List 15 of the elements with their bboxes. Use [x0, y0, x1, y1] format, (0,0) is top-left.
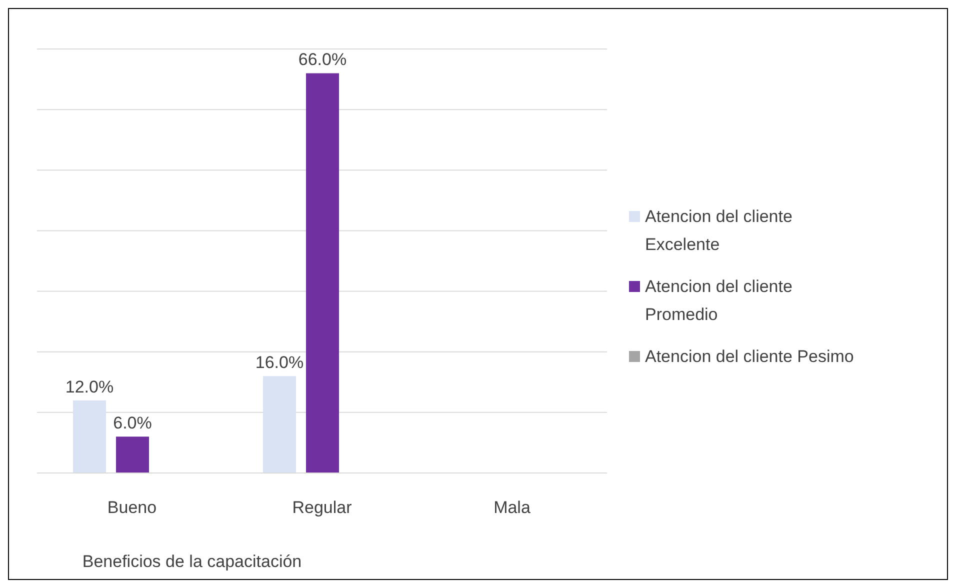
- data-label: 12.0%: [65, 377, 114, 396]
- x-tick-label: Mala: [494, 498, 531, 518]
- legend-label: Atencion del cliente Excelente: [645, 206, 794, 256]
- bar: [263, 376, 296, 473]
- x-tick-label: Bueno: [107, 498, 157, 518]
- data-label: 6.0%: [113, 414, 152, 433]
- bar: [73, 400, 106, 473]
- legend-label: Atencion del cliente Promedio: [645, 276, 794, 326]
- x-axis-title: Beneficios de la capacitación: [82, 552, 302, 571]
- bar: [116, 436, 149, 473]
- data-label: 66.0%: [298, 50, 347, 70]
- x-tick-label: Regular: [292, 498, 352, 518]
- legend-label: Atencion del cliente Pesimo: [645, 346, 854, 368]
- bar: [306, 73, 339, 473]
- data-label: 16.0%: [255, 353, 304, 372]
